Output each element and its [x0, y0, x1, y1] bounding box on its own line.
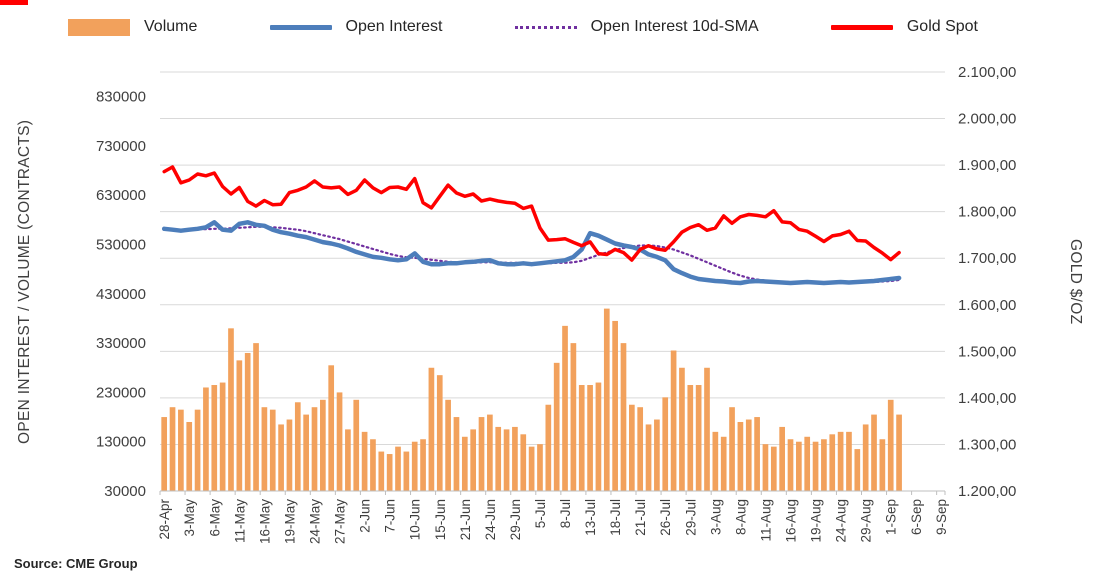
legend-label-volume: Volume	[144, 18, 198, 35]
svg-text:530000: 530000	[96, 237, 146, 254]
volume-bars	[161, 308, 902, 491]
red-crop-artifact	[0, 0, 28, 5]
svg-text:2-Jun: 2-Jun	[358, 499, 373, 533]
svg-text:1.300,00: 1.300,00	[958, 436, 1016, 453]
svg-text:19-May: 19-May	[282, 499, 297, 544]
svg-text:630000: 630000	[96, 187, 146, 204]
svg-text:6-Sep: 6-Sep	[909, 499, 924, 535]
svg-text:1.600,00: 1.600,00	[958, 297, 1016, 314]
svg-text:30000: 30000	[104, 483, 146, 500]
svg-text:29-Jun: 29-Jun	[508, 499, 523, 540]
svg-text:29-Jul: 29-Jul	[683, 499, 698, 536]
svg-text:8-Aug: 8-Aug	[733, 499, 748, 535]
legend-item-volume: Volume	[68, 18, 197, 36]
svg-text:830000: 830000	[96, 89, 146, 106]
svg-text:18-Jul: 18-Jul	[608, 499, 623, 536]
svg-text:15-Jun: 15-Jun	[433, 499, 448, 540]
svg-text:24-May: 24-May	[308, 499, 323, 544]
svg-text:21-Jun: 21-Jun	[458, 499, 473, 540]
x-axis	[159, 490, 946, 495]
svg-text:9-Sep: 9-Sep	[934, 499, 949, 535]
svg-text:330000: 330000	[96, 335, 146, 352]
svg-text:19-Aug: 19-Aug	[809, 499, 824, 543]
svg-text:1.700,00: 1.700,00	[958, 250, 1016, 267]
gold-spot-line-swatch-icon	[830, 24, 893, 30]
legend-item-gold-spot: Gold Spot	[830, 18, 978, 36]
left-axis-tick-labels: 830000 730000 630000 530000 430000 330000 2300…	[96, 89, 146, 500]
svg-text:130000: 130000	[96, 434, 146, 451]
svg-text:430000: 430000	[96, 286, 146, 303]
svg-text:13-Jul: 13-Jul	[583, 499, 598, 536]
legend-label-open-interest-sma: Open Interest 10d-SMA	[590, 18, 759, 35]
svg-text:2.100,00: 2.100,00	[958, 64, 1016, 81]
svg-text:24-Jun: 24-Jun	[483, 499, 498, 540]
svg-text:2.000,00: 2.000,00	[958, 111, 1016, 128]
svg-text:21-Jul: 21-Jul	[633, 499, 648, 536]
open-interest-line	[161, 220, 902, 286]
open-interest-sma-dotted-swatch-icon	[514, 25, 577, 29]
legend-label-gold-spot: Gold Spot	[906, 18, 978, 35]
volume-bar-swatch-icon	[68, 18, 130, 36]
svg-text:1.400,00: 1.400,00	[958, 390, 1016, 407]
legend-label-open-interest: Open Interest	[345, 18, 443, 35]
x-axis-tick-labels: 28-Apr 3-May 6-May 11-May 16-May 19-May 24-May…	[157, 499, 949, 545]
svg-text:1-Sep: 1-Sep	[884, 499, 899, 535]
svg-text:7-Jun: 7-Jun	[383, 499, 398, 533]
svg-text:11-May: 11-May	[232, 499, 247, 543]
svg-text:8-Jul: 8-Jul	[558, 499, 573, 528]
legend-item-open-interest-sma: Open Interest 10d-SMA	[514, 18, 759, 36]
svg-text:1.900,00: 1.900,00	[958, 157, 1016, 174]
svg-text:6-May: 6-May	[207, 499, 222, 537]
gold-spot-line	[162, 165, 901, 262]
open-interest-line-swatch-icon	[269, 24, 332, 30]
legend-item-open-interest: Open Interest	[269, 18, 443, 36]
svg-text:1.500,00: 1.500,00	[958, 343, 1016, 360]
right-axis-title: GOLD $/OZ	[1067, 238, 1084, 325]
svg-text:3-May: 3-May	[182, 499, 197, 537]
svg-text:16-May: 16-May	[257, 499, 272, 544]
open-interest-sma-line	[163, 225, 901, 284]
chart-legend: Volume Open Interest Open Interest 10d-S…	[0, 18, 1096, 36]
svg-text:1.200,00: 1.200,00	[958, 483, 1016, 500]
right-axis-tick-labels: 2.100,00 2.000,00 1.900,00 1.800,00 1.700,00…	[958, 64, 1016, 500]
svg-text:11-Aug: 11-Aug	[759, 499, 774, 542]
svg-text:24-Aug: 24-Aug	[834, 499, 849, 543]
svg-text:26-Jul: 26-Jul	[658, 499, 673, 536]
svg-text:3-Aug: 3-Aug	[708, 499, 723, 535]
svg-text:5-Jul: 5-Jul	[533, 499, 548, 528]
svg-text:230000: 230000	[96, 384, 146, 401]
svg-text:730000: 730000	[96, 138, 146, 155]
svg-text:27-May: 27-May	[333, 499, 348, 544]
source-note: Source: CME Group	[14, 556, 138, 571]
svg-text:28-Apr: 28-Apr	[157, 499, 172, 540]
svg-text:1.800,00: 1.800,00	[958, 204, 1016, 221]
svg-text:10-Jun: 10-Jun	[408, 499, 423, 540]
svg-text:29-Aug: 29-Aug	[859, 499, 874, 543]
svg-text:16-Aug: 16-Aug	[784, 499, 799, 543]
